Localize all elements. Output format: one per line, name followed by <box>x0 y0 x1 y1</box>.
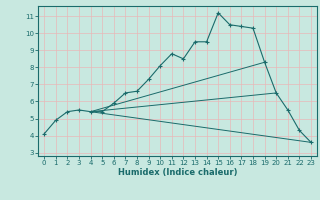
X-axis label: Humidex (Indice chaleur): Humidex (Indice chaleur) <box>118 168 237 177</box>
